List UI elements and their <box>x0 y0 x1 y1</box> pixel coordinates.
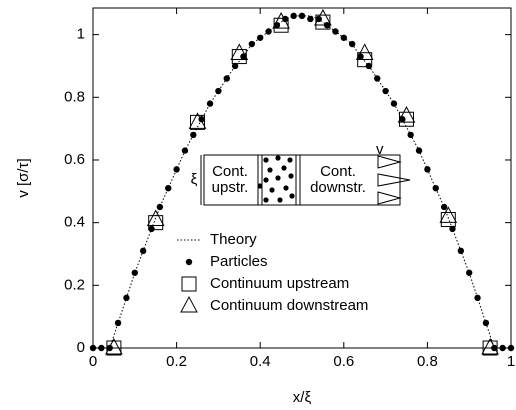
point <box>365 62 373 70</box>
y-axis-label: v [σ/τ] <box>15 158 32 197</box>
point <box>340 34 347 41</box>
legend-label: Continuum upstream <box>210 275 349 292</box>
point <box>215 87 222 95</box>
point <box>131 269 138 276</box>
x-tick-label: 1 <box>507 353 515 370</box>
inset-box <box>203 154 401 206</box>
point <box>190 114 205 130</box>
inset-label: ξ <box>191 171 198 188</box>
point <box>148 225 155 233</box>
point <box>139 247 147 255</box>
point <box>457 247 465 255</box>
point <box>332 28 339 35</box>
y-tick-label: 0.8 <box>64 88 85 105</box>
legend-symbol <box>181 276 197 292</box>
point <box>407 131 414 139</box>
point <box>415 147 423 154</box>
point <box>206 100 214 107</box>
point <box>248 40 256 48</box>
y-tick-label: 0.4 <box>64 214 85 231</box>
point <box>123 294 130 302</box>
point <box>173 166 180 173</box>
point <box>89 344 97 352</box>
legend-symbol <box>180 295 198 313</box>
y-tick-label: 0.6 <box>64 151 85 168</box>
point <box>272 12 290 29</box>
point <box>290 12 297 20</box>
y-tick-label: 0.2 <box>64 276 85 293</box>
y-tick-label: 0 <box>77 339 85 356</box>
point <box>190 131 197 139</box>
point <box>449 225 456 233</box>
point <box>481 337 499 355</box>
inset-arrow <box>377 173 411 187</box>
inset-label: Cont. <box>212 163 248 180</box>
point <box>106 340 122 356</box>
x-tick-label: 0.4 <box>250 353 271 370</box>
inset-dots <box>257 155 295 203</box>
point <box>98 344 105 352</box>
legend-symbol <box>185 258 193 266</box>
legend-label: Particles <box>210 253 268 270</box>
legend-label: Theory <box>210 231 257 248</box>
point <box>257 34 264 41</box>
x-tick-label: 0.6 <box>333 353 354 370</box>
point <box>424 166 431 173</box>
point <box>474 294 481 302</box>
point <box>440 203 448 211</box>
inset-label: upstr. <box>212 179 249 196</box>
point <box>397 106 416 123</box>
inset-label: downstr. <box>310 179 366 196</box>
point <box>382 87 389 95</box>
point <box>265 28 272 35</box>
point <box>188 112 207 129</box>
x-tick-label: 0 <box>89 353 97 370</box>
point <box>390 100 398 107</box>
point <box>223 75 230 82</box>
inset-arrow <box>377 155 402 169</box>
point <box>499 344 506 352</box>
point <box>114 319 122 327</box>
point <box>439 206 458 223</box>
point <box>307 15 314 23</box>
point <box>105 337 123 355</box>
point <box>348 40 356 48</box>
point <box>181 147 189 154</box>
point <box>298 12 306 20</box>
plot-frame <box>92 7 512 349</box>
point <box>374 75 381 82</box>
point <box>231 62 239 70</box>
point <box>165 184 172 192</box>
point <box>432 184 439 192</box>
legend-label: Continuum downstream <box>210 297 368 314</box>
inset <box>200 154 411 206</box>
point <box>482 319 490 327</box>
x-tick-label: 0.8 <box>417 353 438 370</box>
point <box>482 340 498 356</box>
point <box>230 43 249 60</box>
inset-label: v <box>376 141 384 158</box>
point <box>156 203 164 211</box>
x-axis-label: x/ξ <box>293 389 312 406</box>
point <box>146 209 165 227</box>
point <box>440 212 456 228</box>
inset-arrow <box>377 191 402 205</box>
point <box>507 344 515 352</box>
x-tick-label: 0.2 <box>166 353 187 370</box>
point <box>466 269 473 276</box>
y-tick-label: 1 <box>77 26 85 43</box>
point <box>355 43 374 60</box>
inset-label: Cont. <box>320 163 356 180</box>
point <box>314 8 332 26</box>
